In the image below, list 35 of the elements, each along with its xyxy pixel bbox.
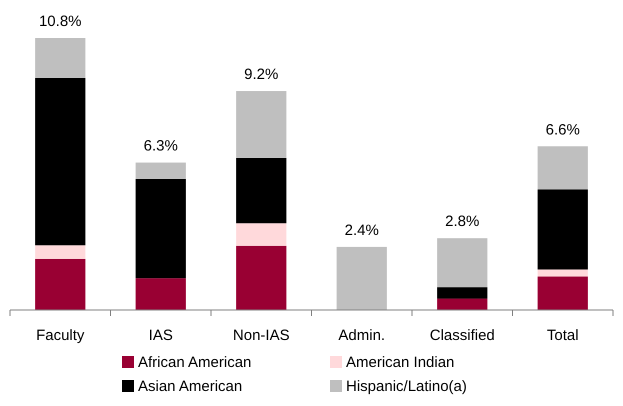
annotation: 9.2%	[244, 66, 278, 84]
bar	[538, 146, 588, 190]
annotation: 10.8%	[38, 13, 82, 30]
x-tick-label: Total	[546, 327, 579, 344]
annotation: 6.6%	[546, 121, 580, 138]
bar	[437, 298, 488, 310]
legend-label: Asian American	[138, 378, 242, 395]
bar	[538, 269, 588, 277]
x-tick-label: Non-IAS	[232, 327, 290, 344]
annotation: 2.4%	[344, 222, 379, 239]
legend-label: African American	[138, 354, 252, 371]
annotation: 6.3%	[144, 138, 178, 155]
bar	[35, 78, 86, 246]
bar	[236, 158, 286, 224]
bar	[538, 276, 588, 310]
bar	[236, 91, 286, 158]
bar	[437, 287, 488, 299]
bar	[35, 245, 86, 259]
bar	[236, 223, 286, 246]
legend-label: American Indian	[346, 354, 454, 371]
x-tick-label: Faculty	[36, 327, 85, 344]
bar	[236, 246, 286, 310]
legend-label: Hispanic/Latino(a)	[346, 378, 467, 395]
x-tick-label: IAS	[148, 327, 173, 344]
bar	[136, 162, 186, 179]
bar	[136, 178, 186, 278]
bar	[538, 190, 588, 270]
bar	[336, 246, 387, 310]
x-tick-label: Classified	[430, 327, 495, 344]
bar	[136, 278, 186, 310]
bar	[35, 38, 86, 78]
x-tick-label: Admin.	[338, 327, 386, 344]
bar	[437, 238, 488, 288]
annotation: 2.8%	[445, 213, 480, 230]
bar	[35, 258, 86, 310]
